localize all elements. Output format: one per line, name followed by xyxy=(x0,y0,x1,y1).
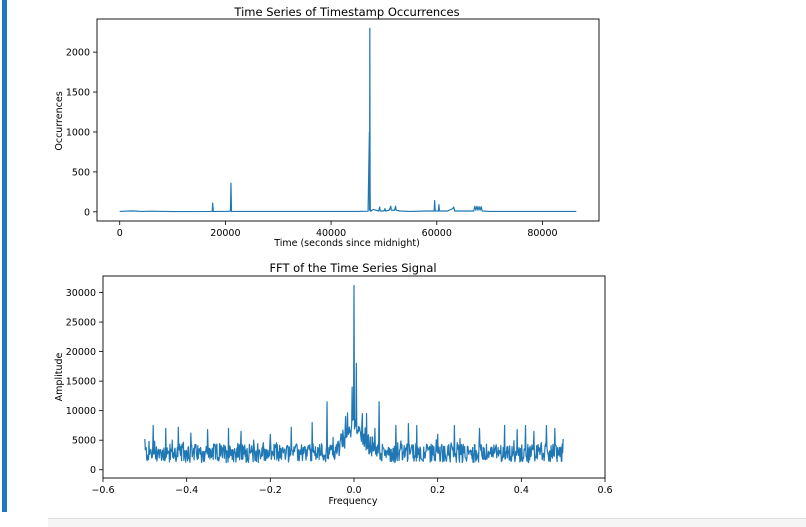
y-tick-label: 30000 xyxy=(66,288,96,299)
x-tick-label: −0.6 xyxy=(91,485,114,496)
x-tick-label: 60000 xyxy=(422,228,452,239)
x-axis-label: Frequency xyxy=(328,496,377,507)
y-tick-label: 1500 xyxy=(66,88,90,99)
y-tick-label: 25000 xyxy=(66,318,96,329)
y-tick-label: 500 xyxy=(72,167,90,178)
fft-chart: FFT of the Time Series Signal Frequency … xyxy=(54,261,613,507)
y-tick-label: 2000 xyxy=(66,48,90,59)
y-tick-label: 20000 xyxy=(66,347,96,358)
x-tick-label: 0.6 xyxy=(597,485,612,496)
x-tick-label: 0 xyxy=(117,228,123,239)
time-series-chart: Time Series of Timestamp Occurrences Tim… xyxy=(54,5,599,249)
plot-area-frame xyxy=(97,19,599,221)
data-series-line xyxy=(120,28,577,211)
x-tick-label: 0.0 xyxy=(346,485,361,496)
x-tick-label: 20000 xyxy=(210,228,240,239)
chart-title: Time Series of Timestamp Occurrences xyxy=(233,5,459,19)
y-axis-label: Amplitude xyxy=(54,353,65,402)
x-tick-label: 0.2 xyxy=(430,485,445,496)
x-tick-label: 80000 xyxy=(527,228,557,239)
y-tick-label: 0 xyxy=(90,465,96,476)
x-tick-label: 0.4 xyxy=(514,485,529,496)
x-tick-label: −0.4 xyxy=(175,485,198,496)
data-series-line xyxy=(145,285,563,462)
y-tick-label: 1000 xyxy=(66,127,90,138)
chart-title: FFT of the Time Series Signal xyxy=(269,261,436,275)
y-tick-label: 0 xyxy=(84,207,90,218)
x-tick-label: −0.2 xyxy=(259,485,282,496)
y-tick-label: 15000 xyxy=(66,377,96,388)
x-tick-label: 40000 xyxy=(316,228,346,239)
x-axis-label: Time (seconds since midnight) xyxy=(273,238,420,249)
y-axis-label: Occurrences xyxy=(54,91,65,150)
y-tick-label: 5000 xyxy=(72,436,96,447)
y-tick-label: 10000 xyxy=(66,406,96,417)
